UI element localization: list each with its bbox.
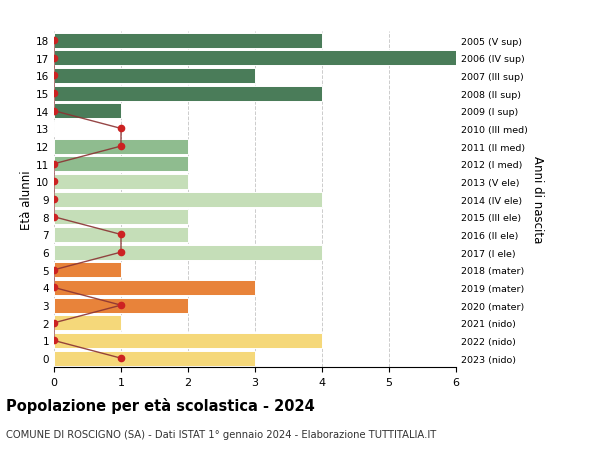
Bar: [54, 351, 255, 366]
Bar: [54, 192, 322, 207]
Bar: [54, 34, 322, 49]
Bar: [54, 298, 188, 313]
Bar: [54, 174, 188, 190]
Bar: [54, 263, 121, 278]
Text: Popolazione per età scolastica - 2024: Popolazione per età scolastica - 2024: [6, 397, 315, 413]
Bar: [54, 69, 255, 84]
Bar: [54, 210, 188, 225]
Bar: [54, 51, 456, 66]
Bar: [54, 157, 188, 172]
Bar: [54, 316, 121, 330]
Bar: [54, 245, 322, 260]
Y-axis label: Età alunni: Età alunni: [20, 170, 33, 230]
Bar: [54, 333, 322, 348]
Bar: [54, 104, 121, 119]
Y-axis label: Anni di nascita: Anni di nascita: [532, 156, 544, 243]
Bar: [54, 280, 255, 295]
Bar: [54, 228, 188, 242]
Text: COMUNE DI ROSCIGNO (SA) - Dati ISTAT 1° gennaio 2024 - Elaborazione TUTTITALIA.I: COMUNE DI ROSCIGNO (SA) - Dati ISTAT 1° …: [6, 429, 436, 439]
Bar: [54, 139, 188, 154]
Bar: [54, 86, 322, 101]
